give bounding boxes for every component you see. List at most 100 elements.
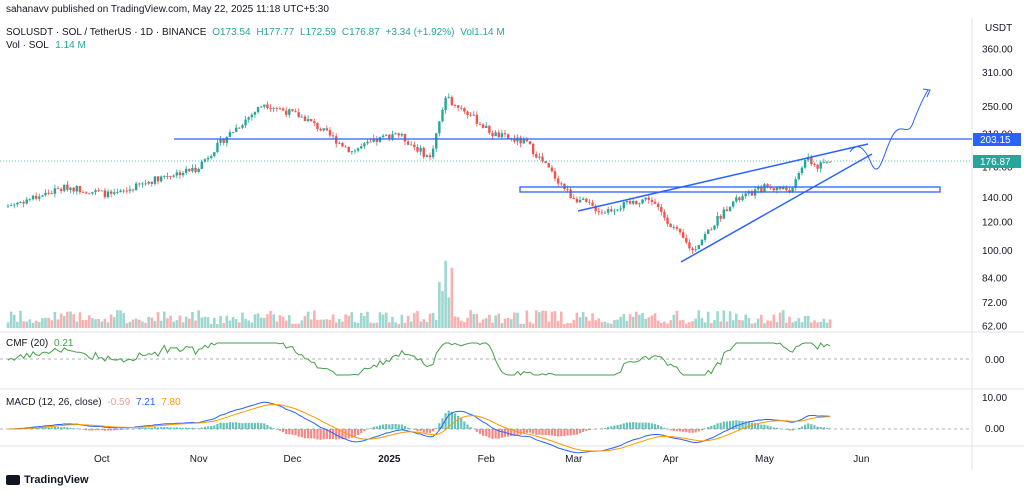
volume-bar [678, 320, 682, 328]
volume-bar [569, 323, 572, 328]
volume-bar [641, 312, 644, 328]
volume-bar [416, 310, 419, 328]
volume-bar [391, 316, 394, 328]
volume-bar [397, 323, 401, 328]
macd-histogram-bar [588, 429, 591, 430]
volume-bar [84, 319, 88, 328]
candle-body [156, 176, 160, 182]
symbol-name[interactable]: SOLUSDT · SOL / TetherUS · 1D · BINANCE [6, 27, 207, 38]
volume-bar [103, 318, 107, 328]
candle-body [522, 139, 525, 144]
volume-bar [72, 314, 75, 328]
volume-bar [62, 315, 66, 328]
support-zone [519, 186, 941, 193]
volume-bar [203, 316, 207, 328]
macd-histogram-bar [541, 429, 544, 436]
candle-body [456, 105, 460, 108]
macd-histogram-bar [222, 423, 225, 429]
volume-bar [309, 319, 313, 328]
candle-body [728, 206, 732, 211]
macd-histogram-bar [528, 429, 532, 433]
volume-bar [735, 313, 738, 328]
macd-label[interactable]: MACD (12, 26, close) [6, 397, 102, 408]
candle-body [619, 208, 622, 210]
volume-bar [403, 322, 407, 328]
volume-bar [559, 311, 563, 328]
candle-body [244, 119, 247, 126]
volume-bar [28, 319, 32, 328]
macd-histogram-bar [682, 429, 685, 432]
volume-bar [106, 322, 110, 328]
candle-body [431, 148, 435, 158]
candle-body [178, 172, 182, 176]
macd-histogram-bar [632, 422, 635, 429]
candle-body [31, 195, 35, 200]
volume-bar [525, 310, 529, 328]
candle-body [247, 117, 250, 120]
macd-histogram-bar [419, 429, 422, 432]
price-chart[interactable]: USDT 360.00310.00250.00210.00170.00140.0… [0, 0, 1024, 470]
volume-label[interactable]: Vol · SOL [6, 40, 49, 51]
macd-histogram-bar [500, 429, 503, 438]
macd-histogram-bar [644, 422, 647, 429]
macd-histogram-bar [510, 429, 513, 437]
volume-bar [697, 310, 701, 328]
macd-histogram-bar [303, 429, 307, 439]
candle-body [250, 114, 254, 118]
candle-body [547, 163, 550, 168]
candle-body [338, 142, 341, 144]
macd-histogram-bar [97, 429, 100, 431]
volume-bar [794, 321, 798, 328]
time-tick-label: Oct [94, 454, 110, 465]
candle-body [297, 112, 300, 118]
candle-body [703, 233, 707, 240]
volume-bar [413, 312, 416, 328]
volume-bar [406, 315, 410, 328]
volume-bar [528, 321, 532, 328]
candle-body [347, 146, 350, 153]
macd-histogram-bar [638, 422, 641, 429]
tradingview-logo[interactable]: TradingView [6, 474, 89, 486]
volume-bar [706, 311, 710, 328]
volume-bar [372, 323, 376, 328]
candle-body [191, 167, 194, 172]
candle-body [406, 141, 410, 145]
candle-body [435, 133, 438, 149]
volume-bar [750, 323, 754, 328]
volume-bar [619, 316, 622, 328]
volume-bar [356, 323, 360, 328]
candle-body [660, 206, 663, 212]
candle-body [6, 205, 10, 207]
macd-histogram-bar [75, 428, 78, 429]
candle-body [603, 212, 607, 214]
candle-body [375, 138, 379, 143]
candle-body [131, 189, 135, 191]
candle-body [325, 128, 329, 131]
volume-bar [628, 314, 632, 328]
candle-body [635, 201, 638, 205]
candle-body [153, 176, 157, 184]
candle-body [128, 189, 132, 191]
volume-bar [422, 319, 426, 328]
volume-bar [269, 310, 272, 328]
volume-bar [685, 323, 688, 328]
macd-hist-value: -0.59 [107, 397, 131, 408]
macd-histogram-bar [497, 429, 500, 439]
candle-body [219, 139, 222, 143]
cmf-label[interactable]: CMF (20) [6, 338, 49, 349]
candle-body [672, 226, 676, 228]
macd-histogram-bar [732, 420, 735, 429]
candle-body [81, 192, 85, 193]
macd-histogram-bar [763, 424, 766, 429]
volume-bar [803, 316, 807, 328]
candle-body [566, 188, 569, 190]
volume-bar [200, 317, 204, 328]
macd-histogram-bar [582, 429, 585, 432]
macd-histogram-bar [225, 422, 228, 429]
volume-bar [791, 322, 794, 328]
currency-label: USDT [985, 23, 1012, 34]
macd-histogram-bar [103, 429, 107, 431]
candle-body [197, 168, 200, 172]
macd-histogram-bar [344, 429, 347, 439]
macd-histogram-bar [616, 425, 619, 429]
